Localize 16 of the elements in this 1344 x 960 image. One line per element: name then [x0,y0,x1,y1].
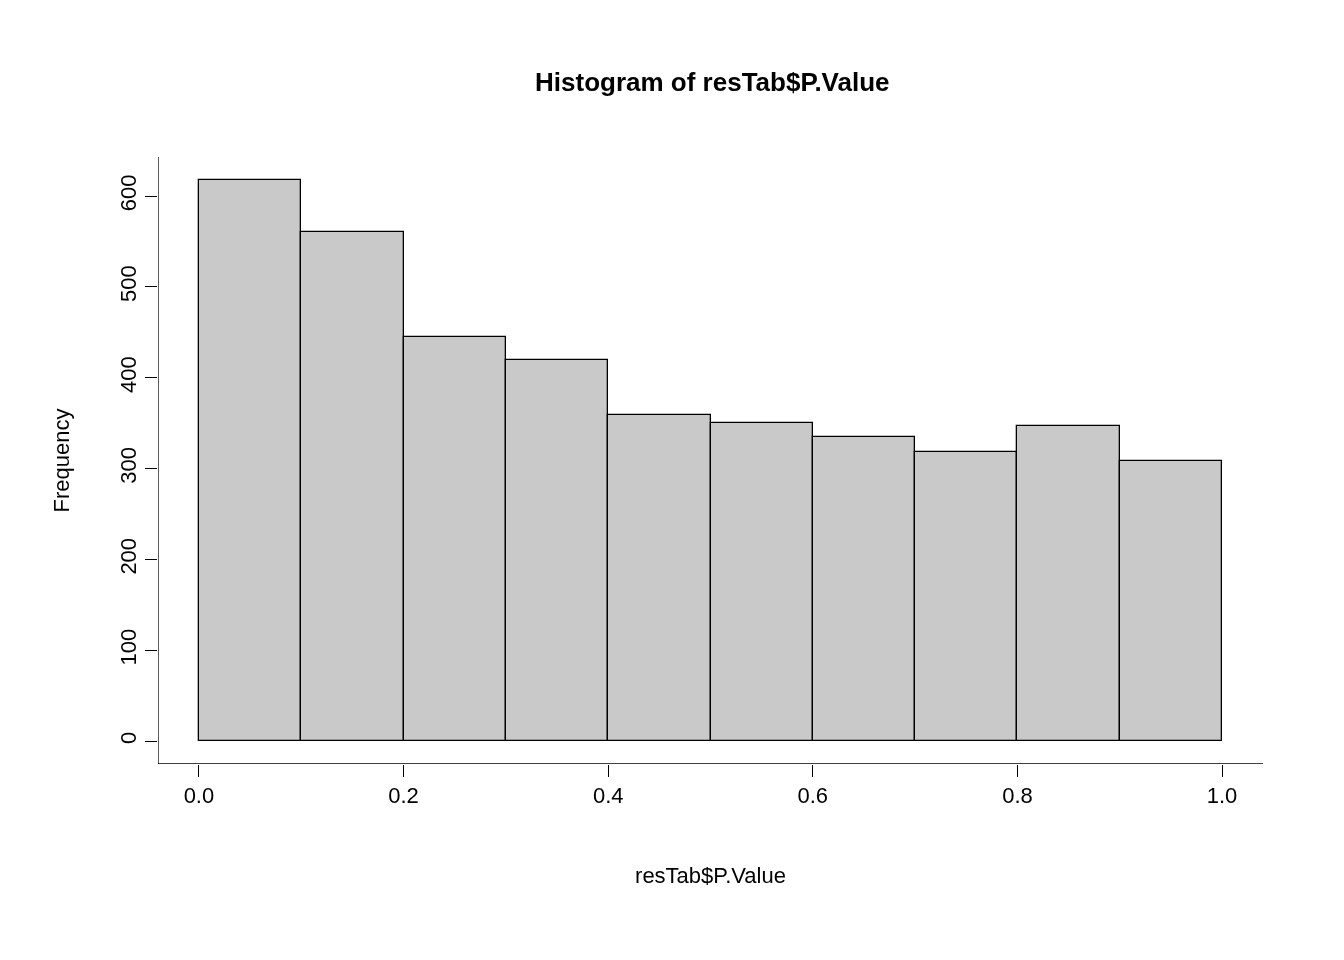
y-tick-label: 500 [116,265,142,302]
x-tick-label: 1.0 [1206,783,1238,809]
y-tick-label: 100 [116,628,142,666]
y-tick-label: 300 [116,447,142,484]
x-tick-label: 0.2 [388,783,419,809]
x-tick-label: 0.0 [183,783,215,809]
y-axis-title: Frequency [49,408,74,513]
y-tick-label: 600 [116,174,142,212]
x-axis-title: resTab$P.Value [635,863,786,889]
y-tick-label: 400 [116,356,142,393]
x-tick-label: 0.4 [592,783,624,809]
x-tick-label: 0.8 [1002,783,1033,809]
y-tick-label: 0 [116,731,142,745]
y-tick-label: 200 [116,537,142,575]
chart-title: Histogram of resTab$P.Value [535,66,890,97]
x-tick-label: 0.6 [797,783,829,809]
